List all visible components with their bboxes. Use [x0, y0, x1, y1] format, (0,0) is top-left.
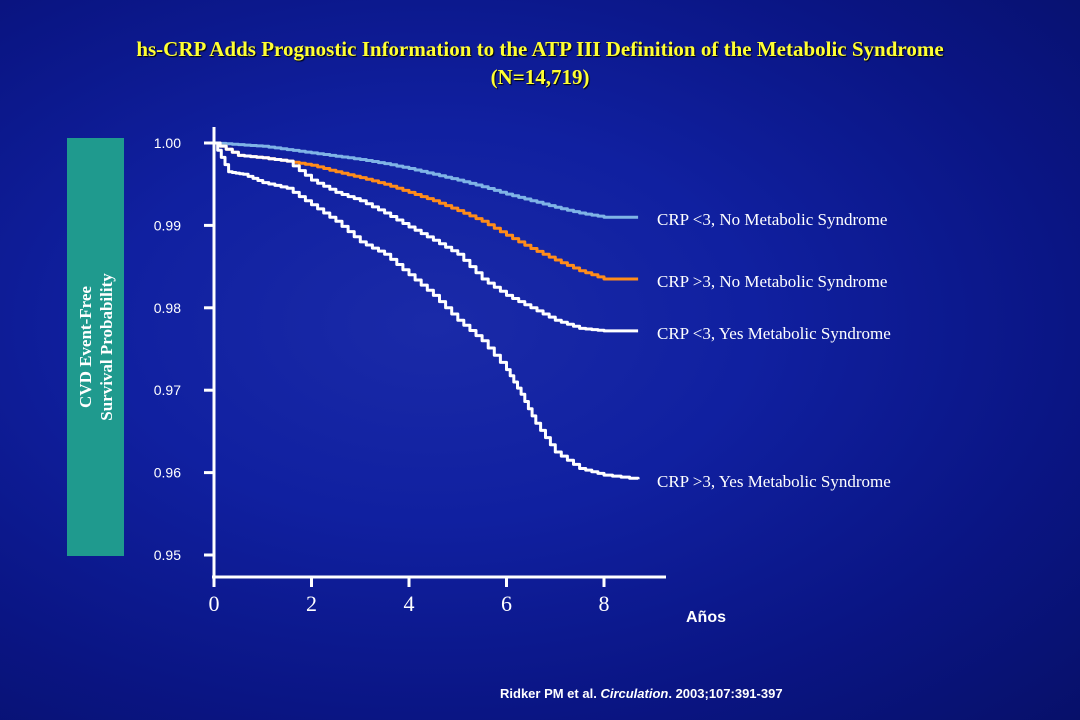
series-line	[214, 141, 640, 480]
x-tick-label: 2	[306, 591, 317, 616]
chart-title-line1: hs-CRP Adds Prognostic Information to th…	[136, 37, 944, 61]
citation-details: . 2003;107:391-397	[668, 686, 783, 701]
series-line	[214, 141, 639, 219]
series-label: CRP <3, No Metabolic Syndrome	[657, 210, 887, 229]
series-label: CRP >3, Yes Metabolic Syndrome	[657, 472, 891, 491]
x-tick-label: 0	[209, 591, 220, 616]
citation-author: Ridker PM et al.	[500, 686, 597, 701]
series-label: CRP >3, No Metabolic Syndrome	[657, 272, 887, 291]
y-tick-label: 0.95	[154, 547, 181, 563]
y-tick-label: 0.97	[154, 382, 181, 398]
series-label: CRP <3, Yes Metabolic Syndrome	[657, 324, 891, 343]
y-tick-label: 0.98	[154, 300, 181, 316]
citation: Ridker PM et al. Circulation. 2003;107:3…	[500, 686, 783, 701]
x-axis-label: Años	[686, 609, 726, 626]
x-tick-label: 8	[599, 591, 610, 616]
citation-journal: Circulation	[600, 686, 669, 701]
series-line	[214, 141, 639, 333]
x-tick-label: 6	[501, 591, 512, 616]
chart-title-line2: (N=14,719)	[490, 65, 590, 89]
y-axis-label-box: CVD Event-Free Survival Probability	[67, 138, 124, 556]
y-tick-label: 0.99	[154, 217, 181, 233]
y-tick-label: 0.96	[154, 465, 181, 481]
y-tick-label: 1.00	[154, 135, 181, 151]
x-tick-label: 4	[404, 591, 415, 616]
